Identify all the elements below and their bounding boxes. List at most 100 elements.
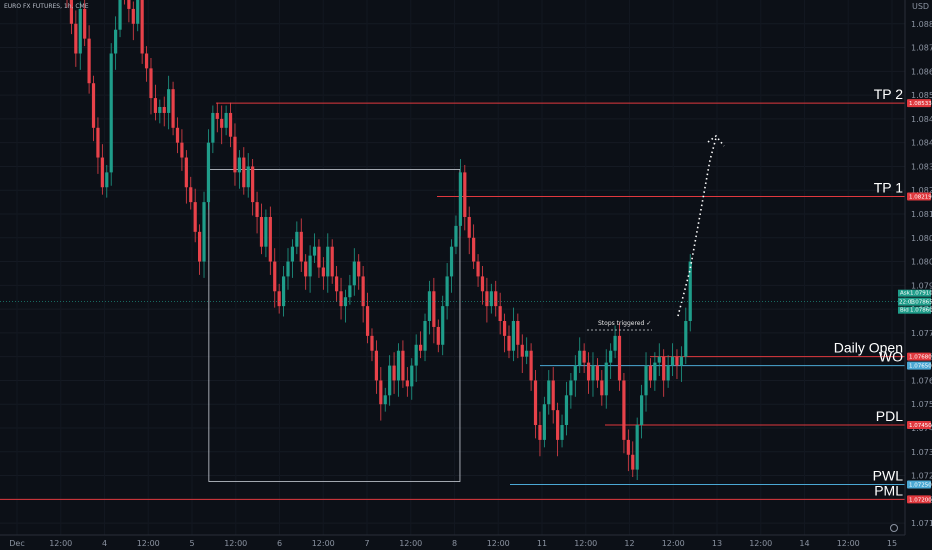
price-axis[interactable]	[905, 0, 932, 535]
candle-body	[445, 276, 449, 307]
candle-body	[662, 356, 666, 381]
price-tick-label: 1.08160	[911, 210, 932, 219]
candle-body	[564, 395, 569, 426]
candle-body	[286, 261, 290, 277]
candle-body	[299, 231, 303, 262]
time-tick-label: 4	[102, 539, 107, 548]
time-axis-ticks: Dec 12:00 4 12:00 5 12:00 6 12:00 7 12:00 8 12:00 11…	[9, 539, 897, 548]
candle-body	[631, 454, 635, 470]
candle-body	[502, 321, 507, 336]
candle-body	[441, 306, 445, 345]
currency-label: USD	[912, 2, 929, 11]
time-tick-label: 12:00	[49, 539, 72, 548]
time-tick-label: 11	[537, 539, 547, 548]
candle-body	[485, 291, 489, 307]
price-tick-label: 1.08480	[911, 115, 932, 124]
candle-body	[295, 231, 299, 247]
candle-body	[472, 237, 476, 262]
price-tick-label: 1.08080	[911, 234, 932, 243]
candle-body	[392, 365, 396, 381]
candle-body	[339, 291, 343, 307]
time-tick-label: 15	[887, 539, 897, 548]
candle-body	[405, 380, 409, 387]
candle-body	[414, 344, 418, 366]
price-tick-label: 1.08240	[911, 186, 932, 195]
candlesticks	[66, 0, 692, 481]
candle-body	[96, 127, 100, 158]
candle-body	[91, 83, 96, 128]
candle-body	[158, 107, 162, 113]
candle-body	[679, 356, 683, 366]
settings-icon[interactable]	[890, 524, 898, 532]
candle-body	[259, 216, 264, 247]
candle-body	[273, 261, 277, 292]
candle-body	[365, 306, 370, 336]
candle-body	[436, 326, 440, 345]
candle-body	[432, 291, 436, 327]
time-tick-label: 12:00	[399, 539, 422, 548]
candle-body	[374, 350, 378, 381]
candle-body	[613, 335, 617, 351]
candle-body	[582, 350, 586, 363]
candle-body	[357, 261, 361, 277]
price-tag-text: 1.07200	[909, 497, 932, 503]
price-tag-bg	[907, 192, 931, 201]
price-tag-text: 1.07450	[909, 423, 932, 429]
time-tick-label: 13	[712, 539, 722, 548]
candle-body	[463, 172, 467, 217]
candle-body	[600, 380, 604, 396]
candle-body	[100, 157, 104, 188]
candle-body	[167, 89, 171, 113]
candle-body	[193, 202, 197, 232]
stops-annotation: Stops triggered ✓	[587, 320, 652, 331]
candle-body	[277, 291, 281, 307]
candle-body	[569, 380, 573, 396]
candle-body	[290, 246, 295, 262]
price-tags: 1.089201.085331.082191.076801.076501.074…	[907, 99, 932, 504]
candle-body	[538, 425, 542, 440]
candle-body	[140, 0, 144, 54]
grid-lines	[0, 23, 905, 524]
price-tick-label: 1.08640	[911, 67, 932, 76]
candle-body	[595, 365, 599, 381]
candle-body	[684, 321, 688, 357]
level-label-pwl: PWL	[873, 467, 904, 483]
last-tag-bg	[898, 297, 931, 306]
level-label-pdl: PDL	[876, 408, 903, 424]
candle-body	[264, 216, 268, 247]
candle-body	[520, 344, 524, 357]
candle-body	[308, 255, 312, 277]
candle-body	[105, 172, 109, 188]
candle-body	[312, 246, 317, 256]
price-tick-label: 1.08000	[911, 258, 932, 267]
price-tick-label: 1.08560	[911, 91, 932, 100]
candle-body	[401, 350, 405, 381]
candle-body	[202, 202, 206, 262]
price-tick-label: 1.07600	[911, 376, 932, 385]
candle-body	[153, 98, 157, 113]
candle-body	[144, 53, 149, 69]
time-tick-label: 12:00	[224, 539, 247, 548]
time-tick-label: 8	[452, 539, 457, 548]
candle-body	[675, 356, 679, 366]
time-axis[interactable]	[0, 535, 932, 550]
candle-body	[617, 335, 622, 381]
time-tick-label: 12:00	[312, 539, 335, 548]
candle-body	[604, 362, 608, 396]
candle-body	[304, 261, 308, 277]
ask-tag-bg	[898, 289, 931, 297]
candle-body	[370, 335, 374, 351]
candle-body	[330, 246, 334, 277]
price-tag-bg	[907, 480, 931, 489]
time-tick-label: 7	[364, 539, 369, 548]
candle-body	[361, 276, 365, 307]
level-label-daily-open: Daily Open	[834, 340, 903, 356]
bid-value: 1.07860	[910, 308, 932, 314]
price-tick-label: 1.07120	[911, 519, 932, 528]
candle-body	[423, 321, 427, 351]
candle-body	[211, 112, 215, 143]
candle-body	[251, 166, 255, 203]
candle-body	[516, 321, 520, 345]
